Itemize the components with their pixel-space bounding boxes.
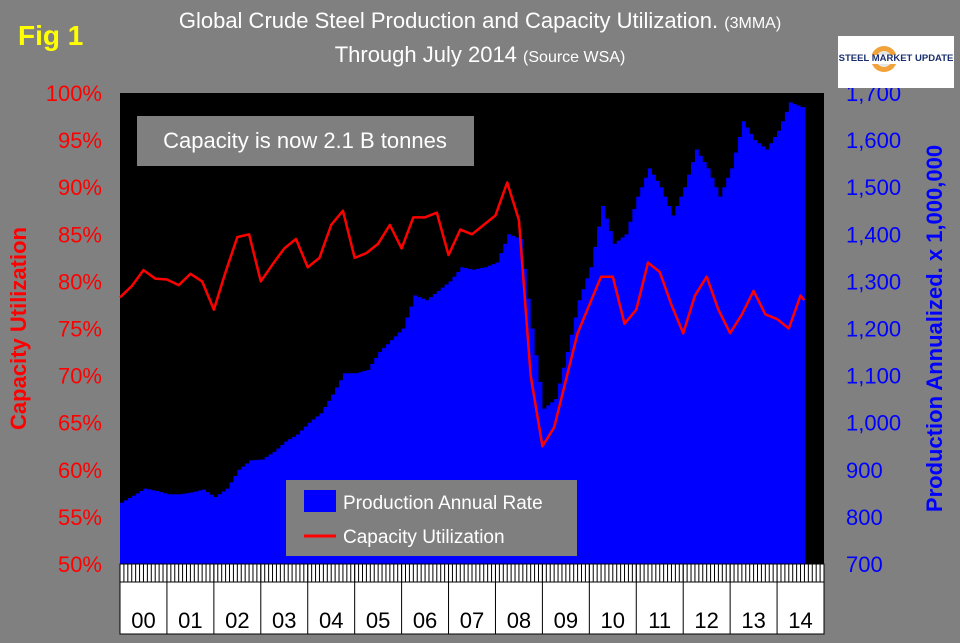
right-tick-label: 1,000	[846, 411, 901, 436]
chart-subtitle-suffix: (Source WSA)	[523, 49, 626, 66]
left-tick-label: 85%	[58, 222, 102, 247]
x-tick-label: 05	[366, 608, 390, 633]
x-tick-label: 02	[225, 608, 249, 633]
chart-subtitle: Through July 2014 (Source WSA)	[0, 42, 960, 68]
x-tick-label: 06	[413, 608, 437, 633]
left-tick-label: 70%	[58, 364, 102, 389]
left-tick-label: 55%	[58, 505, 102, 530]
left-axis-title: Capacity Utilization	[6, 227, 31, 430]
x-tick-label: 14	[788, 608, 812, 633]
x-tick-label: 01	[178, 608, 202, 633]
x-tick-label: 09	[554, 608, 578, 633]
x-tick-label: 08	[507, 608, 531, 633]
left-tick-label: 80%	[58, 269, 102, 294]
left-tick-label: 90%	[58, 175, 102, 200]
production-area	[120, 102, 806, 565]
left-tick-label: 100%	[46, 81, 102, 106]
left-tick-label: 60%	[58, 458, 102, 483]
logo-text: STEEL MARKET UPDATE	[838, 53, 954, 64]
right-tick-label: 1,600	[846, 128, 901, 153]
figure-label: Fig 1	[18, 20, 84, 51]
left-tick-label: 50%	[58, 552, 102, 577]
right-tick-label: 700	[846, 552, 883, 577]
chart-title: Global Crude Steel Production and Capaci…	[0, 8, 960, 34]
legend-swatch-production	[304, 490, 336, 512]
chart-title-suffix: (3MMA)	[724, 15, 782, 32]
right-tick-label: 1,200	[846, 317, 901, 342]
right-tick-label: 1,300	[846, 269, 901, 294]
annotation-text: Capacity is now 2.1 B tonnes	[163, 128, 447, 153]
left-tick-label: 75%	[58, 317, 102, 342]
x-tick-label: 00	[131, 608, 155, 633]
x-tick-label: 03	[272, 608, 296, 633]
x-tick-label: 10	[601, 608, 625, 633]
right-tick-label: 1,100	[846, 364, 901, 389]
x-tick-label: 12	[694, 608, 718, 633]
chart-title-main: Global Crude Steel Production and Capaci…	[178, 8, 719, 33]
x-tick-label: 11	[648, 608, 671, 633]
logo: STEEL MARKET UPDATE	[838, 36, 954, 88]
x-tick-label: 04	[319, 608, 343, 633]
legend-label-production: Production Annual Rate	[343, 493, 543, 514]
left-tick-label: 65%	[58, 411, 102, 436]
left-tick-label: 95%	[58, 128, 102, 153]
utilization-line	[119, 181, 806, 448]
right-tick-label: 1,500	[846, 175, 901, 200]
x-tick-label: 13	[741, 608, 765, 633]
right-tick-label: 800	[846, 505, 883, 530]
annotation-box	[137, 116, 474, 166]
right-axis-title: Production Annualized. x 1,000,000	[922, 145, 947, 512]
right-tick-label: 900	[846, 458, 883, 483]
legend-label-utilization: Capacity Utilization	[343, 527, 505, 548]
logo-graphic	[838, 36, 954, 88]
chart-subtitle-main: Through July 2014	[334, 42, 517, 67]
right-tick-label: 1,400	[846, 222, 901, 247]
x-tick-label: 07	[460, 608, 484, 633]
